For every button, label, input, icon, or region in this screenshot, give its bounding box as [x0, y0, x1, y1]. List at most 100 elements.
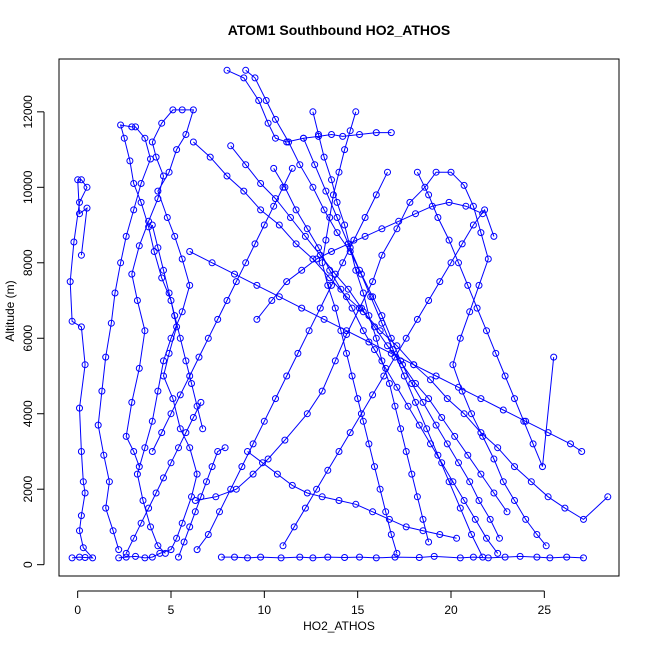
x-tick-label: 5 — [168, 603, 175, 617]
y-tick-label: 4000 — [21, 400, 35, 427]
data-point — [77, 448, 85, 455]
series-line — [273, 168, 499, 554]
data-point — [311, 161, 319, 169]
data-point — [402, 523, 410, 531]
data-point — [561, 504, 569, 512]
data-point — [367, 293, 375, 301]
data-point — [303, 410, 311, 418]
data-point — [393, 342, 401, 350]
data-point — [460, 181, 468, 189]
data-point — [376, 485, 384, 493]
data-point — [315, 244, 322, 252]
data-point — [253, 281, 261, 289]
data-point — [432, 421, 440, 429]
data-point — [145, 217, 153, 225]
data-point — [68, 554, 76, 562]
data-point — [109, 527, 117, 535]
data-point — [408, 380, 416, 387]
data-point — [490, 455, 498, 463]
data-point — [348, 372, 356, 380]
data-point — [171, 312, 179, 320]
data-point — [333, 198, 341, 206]
series-line — [125, 402, 202, 554]
data-point — [326, 266, 334, 274]
data-point — [501, 372, 509, 380]
data-point — [135, 242, 143, 250]
data-point — [331, 304, 339, 312]
data-point — [150, 248, 158, 255]
data-point — [372, 191, 380, 199]
data-point — [361, 214, 369, 221]
data-point — [580, 515, 587, 523]
data-point — [251, 240, 259, 248]
data-point — [475, 281, 483, 289]
data-point — [499, 406, 507, 414]
data-point — [415, 554, 423, 561]
data-point — [346, 127, 354, 135]
data-point — [412, 398, 419, 406]
data-point — [468, 531, 475, 538]
data-point — [320, 315, 328, 323]
data-point — [154, 187, 162, 195]
series-6 — [223, 66, 395, 146]
data-point — [255, 97, 263, 104]
data-point — [359, 327, 367, 335]
data-point — [188, 380, 195, 387]
data-point — [404, 402, 412, 410]
data-point — [496, 534, 503, 542]
data-point — [94, 421, 102, 429]
data-point — [511, 395, 518, 403]
data-point — [186, 372, 194, 380]
data-point — [451, 432, 459, 440]
data-point — [455, 383, 462, 391]
data-point — [408, 470, 416, 478]
data-point — [240, 74, 248, 82]
data-point — [438, 414, 446, 421]
data-point — [346, 429, 354, 437]
data-point — [365, 440, 373, 448]
data-point — [425, 191, 433, 199]
data-point — [122, 232, 130, 240]
data-point — [238, 463, 246, 471]
data-point — [486, 515, 494, 523]
data-point — [425, 538, 433, 546]
data-point — [242, 259, 250, 267]
data-point — [253, 315, 261, 323]
data-point — [133, 297, 141, 304]
y-axis-label: Altitude (m) — [3, 280, 17, 341]
data-point — [352, 500, 360, 508]
data-point — [107, 319, 115, 327]
data-point — [501, 553, 509, 561]
data-point — [160, 474, 167, 482]
data-point — [296, 161, 304, 169]
data-point — [324, 466, 332, 474]
data-point — [455, 259, 462, 267]
data-point — [410, 361, 418, 369]
data-point — [343, 327, 350, 335]
data-point — [76, 527, 83, 535]
data-point — [385, 380, 393, 387]
data-point — [387, 129, 395, 137]
data-point — [406, 198, 414, 206]
series-1 — [66, 176, 97, 562]
series-19 — [300, 134, 487, 561]
data-point — [257, 180, 265, 187]
data-point — [361, 232, 369, 240]
data-point — [193, 546, 201, 554]
series-14 — [244, 448, 461, 542]
series-line — [303, 138, 484, 558]
data-point — [296, 553, 304, 561]
data-point — [372, 334, 380, 342]
data-point — [189, 138, 197, 146]
series-line — [195, 171, 547, 547]
data-point — [490, 489, 498, 497]
data-point — [481, 206, 489, 214]
data-point — [227, 485, 235, 493]
data-point — [158, 429, 166, 437]
data-point — [447, 259, 455, 267]
data-point — [309, 554, 317, 562]
data-point — [141, 444, 149, 452]
data-point — [430, 552, 438, 560]
data-point — [326, 274, 334, 282]
data-point — [77, 251, 85, 259]
